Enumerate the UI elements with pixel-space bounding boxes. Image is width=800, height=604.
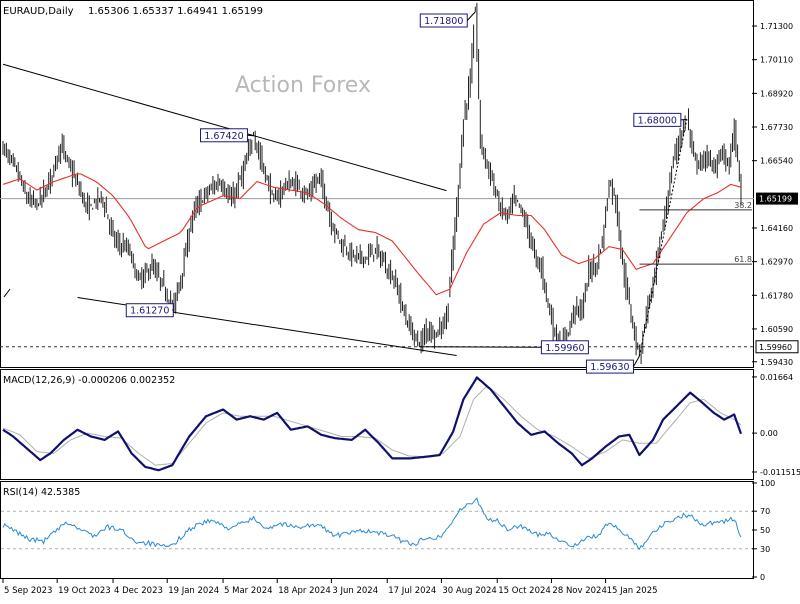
rsi-tick-label: 100 (760, 479, 775, 488)
chart-ohlc: 1.65306 1.65337 1.64941 1.65199 (88, 6, 263, 17)
fib-level-label: 38.2 (734, 201, 752, 210)
price-annotation: 1.61270 (125, 303, 174, 318)
rsi-tick-label: 70 (760, 507, 770, 516)
annotation-leader (633, 355, 640, 367)
price-tick-label: 1.64160 (760, 224, 793, 233)
x-tick-label: 19 Oct 2023 (58, 586, 111, 596)
x-tick-label: 3 Jun 2024 (332, 586, 378, 596)
annotation-label: 1.68000 (638, 115, 677, 126)
fib-level-label: 61.8 (734, 255, 752, 264)
trendline-3 (638, 119, 688, 357)
macd-label: MACD(12,26,9) -0.000206 0.002352 (3, 375, 175, 386)
annotation-label: 1.59630 (590, 362, 629, 373)
price-tick-label: 1.62970 (760, 258, 793, 267)
x-tick-label: 15 Jan 2025 (607, 586, 658, 596)
annotation-label: 1.61270 (130, 306, 169, 317)
annotation-leader (172, 309, 174, 311)
moving-average-line (2, 173, 742, 296)
x-tick-label: 5 Mar 2024 (224, 586, 272, 596)
price-tick-label: 1.60590 (760, 325, 793, 334)
annotation-leader (466, 11, 476, 21)
price-annotation: 1.67420 (200, 128, 254, 143)
annotation-label: 1.59960 (545, 343, 584, 354)
annotation-label: 1.67420 (204, 131, 243, 142)
level-tag (755, 340, 799, 354)
annotation-label: 1.71800 (424, 16, 463, 27)
chart-symbol: EURAUD,Daily (3, 6, 74, 17)
price-tick-label: 1.61780 (760, 291, 793, 300)
x-tick-label: 30 Aug 2024 (442, 586, 496, 596)
rsi-tick-label: 0 (760, 573, 765, 582)
annotation-leader (247, 134, 254, 137)
macd-line (2, 376, 743, 472)
macd-panel-frame (0, 369, 754, 480)
rsi-tick-label: 30 (760, 545, 770, 554)
price-tick-label: 1.71300 (760, 22, 793, 31)
price-tick-label: 1.66540 (760, 157, 793, 166)
price-annotation: 1.71800 (419, 11, 476, 28)
x-tick-label: 4 Dec 2023 (114, 586, 163, 596)
price-tick-label: 1.68920 (760, 89, 793, 98)
x-tick-label: 28 Nov 2024 (552, 586, 606, 596)
level-label: 1.59960 (759, 343, 792, 352)
x-tick-label: 5 Sep 2023 (4, 586, 52, 596)
price-tick-label: 1.59430 (760, 358, 793, 367)
macd-tick-label: 0.00 (760, 429, 778, 438)
trendline-stub (3, 288, 11, 298)
x-tick-label: 19 Jan 2024 (168, 586, 219, 596)
price-tick-label: 1.70110 (760, 56, 793, 65)
price-annotation: 1.59630 (585, 355, 640, 374)
price-annotation: 1.59960 (419, 340, 589, 355)
price-annotation: 1.68000 (633, 112, 687, 127)
macd-tick-label: -0.011515 (760, 468, 800, 477)
x-tick-label: 18 Apr 2024 (278, 586, 331, 596)
rsi-label: RSI(14) 42.5385 (3, 487, 80, 498)
rsi-tick-label: 50 (760, 526, 770, 535)
macd-tick-label: 0.01664 (760, 373, 793, 382)
price-panel-frame (0, 0, 754, 368)
x-tick-label: 15 Oct 2024 (498, 586, 551, 596)
price-candles (2, 2, 742, 364)
current-price-tag (756, 192, 798, 205)
rsi-line (2, 497, 742, 551)
watermark: Action Forex (235, 73, 371, 98)
current-price-label: 1.65199 (759, 195, 792, 204)
annotation-leader (680, 118, 687, 121)
trendline-1 (2, 63, 447, 192)
annotation-leader (419, 346, 542, 348)
x-tick-label: 17 Jul 2024 (388, 586, 436, 596)
price-tick-label: 1.67730 (760, 123, 793, 132)
